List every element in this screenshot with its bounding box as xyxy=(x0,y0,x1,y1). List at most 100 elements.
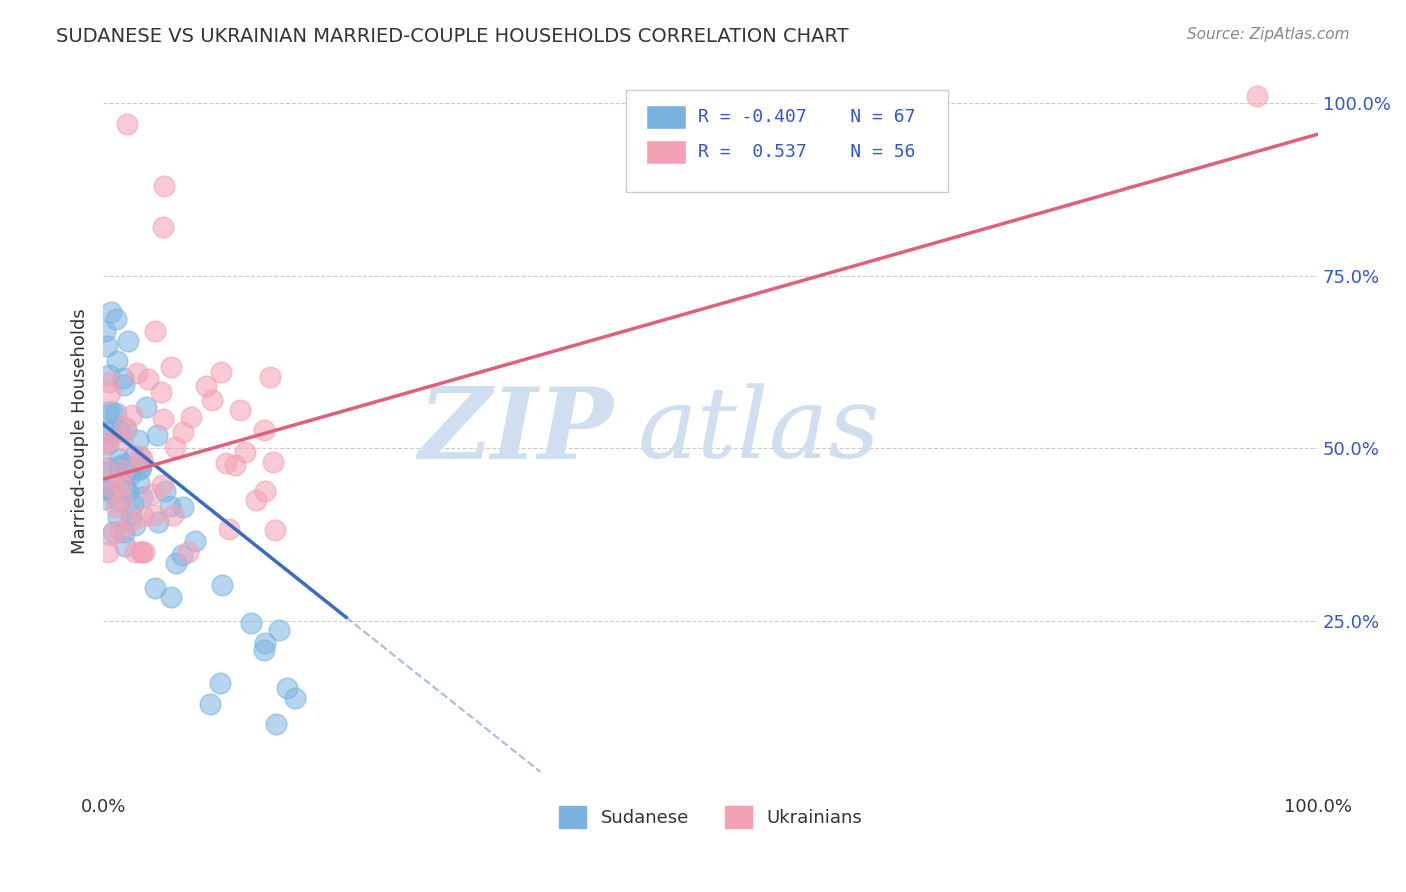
Point xyxy=(108,524,131,538)
Point xyxy=(129,449,152,463)
Point xyxy=(142,508,165,523)
Point xyxy=(240,616,263,631)
Point xyxy=(108,494,131,508)
Point xyxy=(198,697,221,711)
Point xyxy=(245,492,267,507)
Point xyxy=(284,690,307,705)
Point xyxy=(93,461,115,475)
Point xyxy=(104,406,127,420)
Point xyxy=(141,487,163,501)
Point xyxy=(94,324,117,338)
Point xyxy=(143,325,166,339)
Point xyxy=(112,378,135,392)
Point xyxy=(97,545,120,559)
Point xyxy=(218,523,240,537)
Point xyxy=(100,480,122,494)
Point xyxy=(115,464,138,478)
Point xyxy=(200,392,222,407)
Point xyxy=(127,433,149,447)
Point xyxy=(170,548,193,562)
Text: R = -0.407    N = 67: R = -0.407 N = 67 xyxy=(699,108,915,126)
Point xyxy=(124,545,146,559)
Text: ZIP: ZIP xyxy=(419,383,613,479)
Point xyxy=(131,452,153,467)
Point xyxy=(96,435,118,450)
Point xyxy=(153,178,176,193)
Point xyxy=(159,590,181,604)
Point xyxy=(125,366,148,380)
Point xyxy=(131,490,153,504)
Point xyxy=(110,493,132,508)
Point xyxy=(259,370,281,384)
FancyBboxPatch shape xyxy=(626,90,948,192)
Point xyxy=(94,491,117,506)
Point xyxy=(149,384,172,399)
Point xyxy=(209,365,232,379)
Point xyxy=(135,400,157,414)
Point xyxy=(224,458,246,472)
Point xyxy=(254,483,277,498)
Point xyxy=(131,545,153,559)
Point xyxy=(152,220,174,235)
Point xyxy=(235,445,257,459)
Point xyxy=(114,539,136,553)
Point xyxy=(132,509,155,524)
Point xyxy=(97,368,120,382)
Point xyxy=(96,425,118,440)
Point xyxy=(111,463,134,477)
Point xyxy=(262,455,284,469)
Point xyxy=(115,117,138,131)
Point xyxy=(153,483,176,498)
Point xyxy=(253,643,276,657)
Point xyxy=(132,545,155,559)
Y-axis label: Married-couple Households: Married-couple Households xyxy=(72,308,89,554)
Bar xyxy=(647,104,686,128)
Point xyxy=(128,476,150,491)
Point xyxy=(93,482,115,496)
Point xyxy=(215,456,238,470)
Point xyxy=(1246,89,1268,103)
Text: atlas: atlas xyxy=(638,384,880,479)
Point xyxy=(263,523,285,537)
Point xyxy=(100,425,122,439)
Text: SUDANESE VS UKRAINIAN MARRIED-COUPLE HOUSEHOLDS CORRELATION CHART: SUDANESE VS UKRAINIAN MARRIED-COUPLE HOU… xyxy=(56,27,849,45)
Point xyxy=(172,425,194,439)
Point xyxy=(152,412,174,426)
Point xyxy=(160,360,183,375)
Point xyxy=(145,428,167,442)
Point xyxy=(128,456,150,470)
Point xyxy=(112,525,135,540)
Point xyxy=(104,500,127,514)
Point xyxy=(165,440,187,454)
Point xyxy=(276,681,298,695)
Point xyxy=(93,482,115,496)
Point xyxy=(264,717,287,731)
Point xyxy=(97,404,120,418)
Point xyxy=(114,420,136,434)
Point xyxy=(93,465,115,479)
Point xyxy=(108,451,131,466)
Point xyxy=(253,423,276,437)
Point xyxy=(211,578,233,592)
Point xyxy=(97,437,120,451)
Point xyxy=(114,480,136,494)
Point xyxy=(107,510,129,524)
Point xyxy=(129,462,152,476)
Point xyxy=(228,403,250,417)
Point xyxy=(180,410,202,425)
Point xyxy=(110,467,132,481)
Point xyxy=(159,499,181,513)
Point xyxy=(115,422,138,436)
Text: R =  0.537    N = 56: R = 0.537 N = 56 xyxy=(699,143,915,161)
Point xyxy=(100,386,122,401)
Point xyxy=(172,500,194,515)
Point xyxy=(124,449,146,463)
Point xyxy=(209,676,232,690)
Text: Source: ZipAtlas.com: Source: ZipAtlas.com xyxy=(1187,27,1350,42)
Point xyxy=(105,354,128,368)
Point xyxy=(177,545,200,559)
Point xyxy=(166,556,188,570)
Point xyxy=(108,458,131,473)
Point xyxy=(96,339,118,353)
Point xyxy=(94,460,117,475)
